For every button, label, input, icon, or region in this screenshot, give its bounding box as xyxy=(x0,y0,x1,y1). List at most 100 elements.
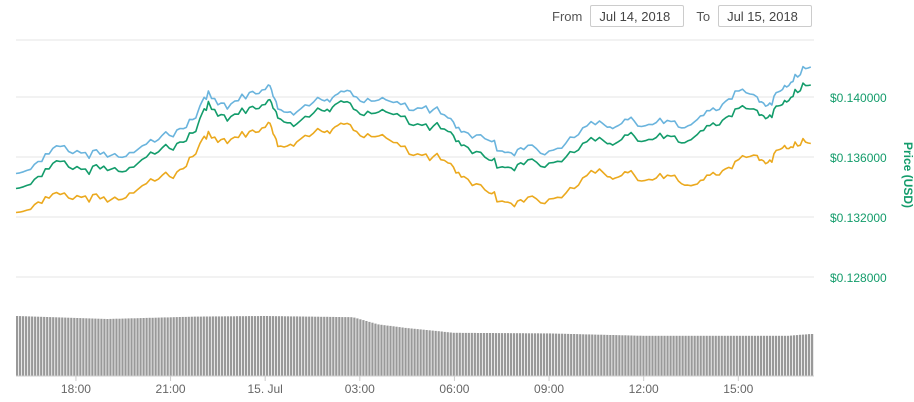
volume-bar xyxy=(527,333,531,376)
volume-bar xyxy=(576,334,579,376)
volume-bar xyxy=(130,318,133,376)
volume-bar xyxy=(389,325,392,376)
volume-bar xyxy=(308,316,311,376)
volume-bar xyxy=(612,335,615,376)
volume-bar xyxy=(97,318,100,376)
volume-bar xyxy=(293,316,296,376)
volume-bar xyxy=(765,335,769,376)
volume-bar xyxy=(46,317,49,376)
volume-bar xyxy=(473,332,476,376)
volume-bar xyxy=(277,316,281,376)
volume-bar xyxy=(247,316,251,376)
volume-bar xyxy=(82,318,85,376)
volume-bar xyxy=(136,318,139,376)
volume-bar xyxy=(539,333,543,376)
volume-bar xyxy=(491,333,494,376)
volume-bar xyxy=(398,327,401,376)
volume-bar xyxy=(573,334,576,376)
volume-bar xyxy=(741,335,744,376)
volume-bar xyxy=(395,326,398,376)
volume-bar xyxy=(555,333,558,376)
volume-bar xyxy=(214,316,217,376)
volume-bar xyxy=(753,335,756,376)
volume-bar xyxy=(151,317,154,376)
volume-bar xyxy=(699,335,702,376)
to-date-input[interactable] xyxy=(718,5,813,27)
volume-bar xyxy=(208,316,211,376)
volume-bar xyxy=(259,316,263,376)
volume-bar xyxy=(693,335,696,376)
volume-bar xyxy=(470,332,473,376)
volume-bar xyxy=(284,316,287,376)
volume-bar xyxy=(265,316,269,376)
volume-bar xyxy=(178,317,181,376)
volume-bar xyxy=(549,333,552,376)
volume-bar xyxy=(639,335,642,376)
volume-bar xyxy=(494,333,498,376)
volume-bar xyxy=(768,335,772,376)
volume-bar xyxy=(603,334,606,376)
volume-bar xyxy=(181,316,184,376)
volume-bar xyxy=(52,317,55,376)
volume-bar xyxy=(666,335,669,376)
volume-bar xyxy=(241,316,245,376)
volume-bar xyxy=(446,332,449,376)
volume-bar xyxy=(458,332,461,376)
volume-bar xyxy=(202,316,205,376)
volume-bar xyxy=(314,316,317,376)
volume-bar xyxy=(121,318,124,376)
volume-bar xyxy=(371,322,374,376)
x-tick-label: 15. Jul xyxy=(247,382,282,396)
volume-bar xyxy=(320,316,323,376)
volume-bar xyxy=(386,325,389,376)
volume-bar xyxy=(729,335,732,376)
volume-bar xyxy=(651,335,654,376)
volume-bar xyxy=(109,318,112,376)
volume-bar xyxy=(40,316,43,376)
volume-bar xyxy=(488,333,491,376)
volume-bar xyxy=(533,333,537,376)
volume-bar xyxy=(85,318,88,376)
volume-bar xyxy=(512,333,516,376)
volume-bar xyxy=(717,335,720,376)
volume-bar xyxy=(633,335,636,376)
volume-bar xyxy=(49,317,52,376)
y-axis-title: Price (USD) xyxy=(901,142,914,208)
volume-bar xyxy=(172,317,175,376)
volume-bar xyxy=(100,318,103,376)
volume-bar xyxy=(660,335,663,376)
volume-bar xyxy=(58,317,61,376)
price-lines xyxy=(15,65,812,214)
volume-bar xyxy=(73,317,76,376)
volume-bar xyxy=(479,333,482,376)
volume-bar xyxy=(536,333,540,376)
volume-bar xyxy=(425,330,428,376)
volume-bar xyxy=(774,335,778,376)
volume-bar xyxy=(106,319,109,376)
volume-bar xyxy=(205,316,208,376)
volume-bar xyxy=(103,318,106,376)
from-date-input[interactable] xyxy=(590,5,685,27)
volume-bar xyxy=(43,316,46,376)
volume-bar xyxy=(777,335,781,376)
volume-bar xyxy=(497,333,501,376)
volume-bar xyxy=(681,335,684,376)
volume-bar xyxy=(112,318,115,376)
volume-bar xyxy=(762,335,766,376)
volume-bar xyxy=(377,324,380,376)
volume-bar xyxy=(564,333,567,376)
volume-bar xyxy=(485,333,488,376)
volume-bar xyxy=(624,335,627,376)
volume-bar xyxy=(452,332,455,376)
volume-bar xyxy=(792,335,796,376)
y-axis: $0.128000 $0.132000 $0.136000 $0.140000 xyxy=(830,91,887,285)
volume-bar xyxy=(723,335,726,376)
volume-bar xyxy=(579,334,582,376)
volume-bar xyxy=(211,316,214,376)
volume-bar xyxy=(570,334,573,376)
volume-bar xyxy=(317,316,320,376)
volume-bar xyxy=(636,335,639,376)
x-tick-label: 21:00 xyxy=(156,382,186,396)
volume-bar xyxy=(705,335,708,376)
x-axis: 18:00 21:00 15. Jul 03:00 06:00 09:00 12:00 15:… xyxy=(16,375,814,396)
